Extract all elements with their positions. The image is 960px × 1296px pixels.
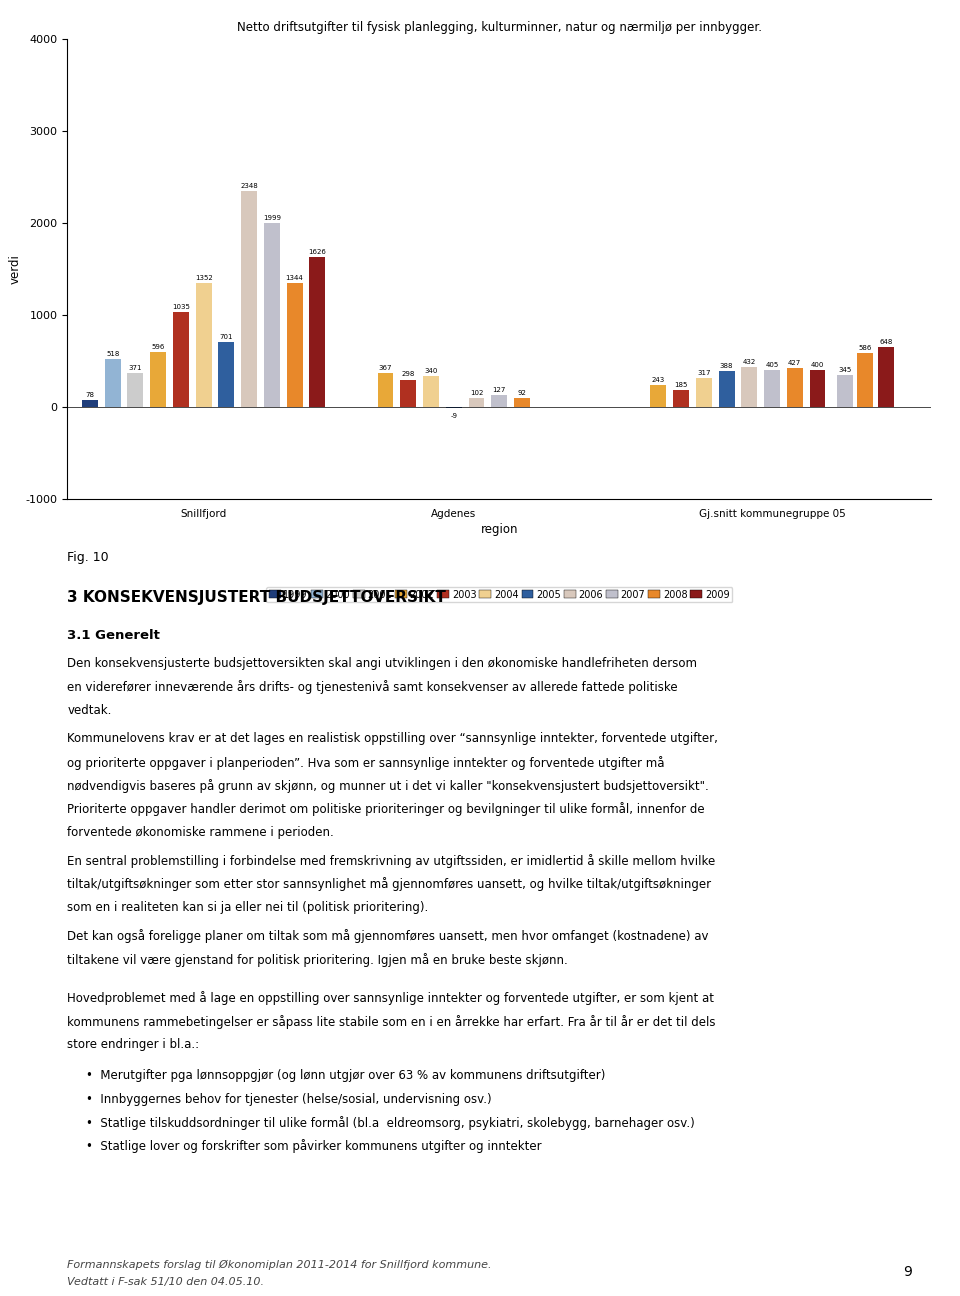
Text: •  Merutgifter pga lønnsoppgjør (og lønn utgjør over 63 % av kommunens driftsutg: • Merutgifter pga lønnsoppgjør (og lønn … [86,1069,606,1082]
Text: 405: 405 [765,362,779,368]
Text: 371: 371 [129,364,142,371]
Text: 1352: 1352 [195,275,212,280]
Text: 400: 400 [811,362,825,368]
Bar [696,377,711,407]
Bar [128,373,143,407]
Text: -9: -9 [450,413,457,419]
Text: 1626: 1626 [308,249,326,255]
Text: 185: 185 [675,382,687,388]
Text: 243: 243 [652,377,665,382]
Text: 3.1 Generelt: 3.1 Generelt [67,629,160,642]
Text: 1999: 1999 [263,215,281,222]
Text: 586: 586 [858,345,872,351]
Bar [719,371,734,407]
Text: som en i realiteten kan si ja eller nei til (politisk prioritering).: som en i realiteten kan si ja eller nei … [67,901,428,914]
Text: 367: 367 [379,365,393,371]
Bar [423,376,439,407]
Text: 427: 427 [788,359,802,365]
Bar [492,395,507,407]
Bar [764,369,780,407]
Text: 701: 701 [220,334,233,341]
Bar [241,191,257,407]
Bar [741,367,757,407]
Text: Det kan også foreligge planer om tiltak som må gjennomføres uansett, men hvor om: Det kan også foreligge planer om tiltak … [67,929,708,943]
Text: •  Statlige tilskuddsordninger til ulike formål (bl.a  eldreomsorg, psykiatri, s: • Statlige tilskuddsordninger til ulike … [86,1116,695,1130]
X-axis label: region: region [480,522,518,535]
Text: 596: 596 [152,343,165,350]
Text: 102: 102 [469,390,483,395]
Bar [173,312,189,407]
Bar [837,376,852,407]
Text: Prioriterte oppgaver handler derimot om politiske prioriteringer og bevilgninger: Prioriterte oppgaver handler derimot om … [67,802,705,816]
Text: store endringer i bl.a.:: store endringer i bl.a.: [67,1038,200,1051]
Bar [787,368,803,407]
Legend: 1999, 2000, 2001, 2002, 2003, 2004, 2005, 2006, 2007, 2008, 2009: 1999, 2000, 2001, 2002, 2003, 2004, 2005… [266,587,732,603]
Text: Den konsekvensjusterte budsjettoversikten skal angi utviklingen i den økonomiske: Den konsekvensjusterte budsjettoversikte… [67,657,697,670]
Text: •  Innbyggernes behov for tjenester (helse/sosial, undervisning osv.): • Innbyggernes behov for tjenester (hels… [86,1093,492,1105]
Bar [468,398,485,407]
Text: 518: 518 [106,351,119,358]
Bar [105,359,121,407]
Bar [809,371,826,407]
Text: Formannskapets forslag til Økonomiplan 2011-2014 for Snillfjord kommune.: Formannskapets forslag til Økonomiplan 2… [67,1260,492,1270]
Bar [287,284,302,407]
Text: 127: 127 [492,388,506,393]
Y-axis label: verdi: verdi [9,254,21,284]
Text: og prioriterte oppgaver i planperioden”. Hva som er sannsynlige inntekter og for: og prioriterte oppgaver i planperioden”.… [67,756,664,770]
Text: 345: 345 [838,367,852,373]
Bar [400,380,417,407]
Text: tiltakene vil være gjenstand for politisk prioritering. Igjen må en bruke beste : tiltakene vil være gjenstand for politis… [67,953,568,967]
Bar [514,398,530,407]
Text: en viderefører inneværende års drifts- og tjenestenivå samt konsekvenser av alle: en viderefører inneværende års drifts- o… [67,680,678,695]
Text: 1344: 1344 [286,275,303,281]
Bar [264,223,279,407]
Text: En sentral problemstilling i forbindelse med fremskrivning av utgiftssiden, er i: En sentral problemstilling i forbindelse… [67,854,715,868]
Text: Hovedproblemet med å lage en oppstilling over sannsynlige inntekter og forvented: Hovedproblemet med å lage en oppstilling… [67,991,714,1006]
Text: 2348: 2348 [240,183,258,189]
Text: tiltak/utgiftsøkninger som etter stor sannsynlighet må gjennomføres uansett, og : tiltak/utgiftsøkninger som etter stor sa… [67,877,711,892]
Bar [196,283,211,407]
Text: 78: 78 [85,391,94,398]
Text: 432: 432 [743,359,756,365]
Bar [150,353,166,407]
Bar [673,390,689,407]
Bar [650,385,666,407]
Text: 3 KONSEKVENSJUSTERT BUDSJETTOVERSIKT: 3 KONSEKVENSJUSTERT BUDSJETTOVERSIKT [67,590,446,605]
Text: 388: 388 [720,363,733,369]
Bar [218,342,234,407]
Text: vedtak.: vedtak. [67,704,111,717]
Bar [877,347,894,407]
Bar [857,353,874,407]
Text: 340: 340 [424,368,438,373]
Text: 9: 9 [903,1265,912,1279]
Text: 92: 92 [517,390,526,397]
Text: forventede økonomiske rammene i perioden.: forventede økonomiske rammene i perioden… [67,826,334,839]
Text: Fig. 10: Fig. 10 [67,551,108,564]
Text: nødvendigvis baseres på grunn av skjønn, og munner ut i det vi kaller "konsekven: nødvendigvis baseres på grunn av skjønn,… [67,779,708,793]
Bar [82,399,98,407]
Text: Kommunelovens krav er at det lages en realistisk oppstilling over “sannsynlige i: Kommunelovens krav er at det lages en re… [67,732,718,745]
Text: 298: 298 [401,372,415,377]
Text: 1035: 1035 [172,303,190,310]
Text: kommunens rammebetingelser er såpass lite stabile som en i en årrekke har erfart: kommunens rammebetingelser er såpass lit… [67,1015,716,1029]
Text: 648: 648 [879,340,893,345]
Text: 317: 317 [697,369,710,376]
Text: Vedtatt i F-sak 51/10 den 04.05.10.: Vedtatt i F-sak 51/10 den 04.05.10. [67,1277,264,1287]
Bar [377,373,394,407]
Bar [309,258,325,407]
Title: Netto driftsutgifter til fysisk planlegging, kulturminner, natur og nærmiljø per: Netto driftsutgifter til fysisk planlegg… [237,21,761,34]
Text: •  Statlige lover og forskrifter som påvirker kommunens utgifter og inntekter: • Statlige lover og forskrifter som påvi… [86,1139,542,1153]
